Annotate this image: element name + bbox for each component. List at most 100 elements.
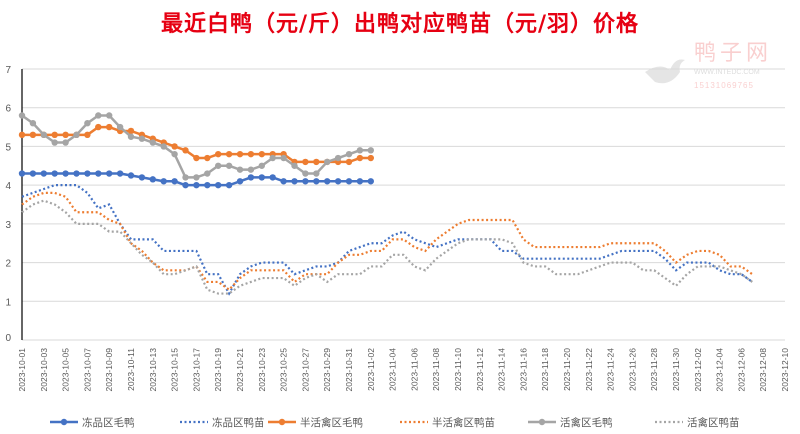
legend-label: 半活禽区毛鸭 [300, 416, 363, 429]
data-point [84, 131, 91, 139]
data-point [138, 174, 146, 181]
data-point [62, 139, 69, 146]
data-point [247, 166, 255, 173]
chart-title: 最近白鸭（元/斤）出鸭对应鸭苗（元/羽）价格 [160, 12, 640, 37]
data-point [334, 178, 342, 185]
series-5 [21, 199, 753, 295]
y-tick-label: 1 [5, 297, 11, 308]
data-point [138, 135, 146, 142]
data-point [258, 162, 265, 169]
duck-logo-icon [645, 59, 685, 84]
data-point [84, 170, 91, 177]
legend-item: 活禽区鸭苗 [655, 416, 740, 429]
data-point [247, 150, 255, 158]
data-point [40, 131, 47, 139]
data-point [18, 170, 26, 177]
data-point [149, 139, 156, 146]
data-point [236, 150, 244, 158]
series-4 [18, 112, 374, 181]
data-point [215, 181, 222, 189]
x-tick-label: 2023-10-05 [61, 348, 71, 392]
data-point [269, 174, 276, 181]
data-point [182, 181, 189, 189]
data-point [247, 174, 255, 181]
data-point [95, 123, 102, 131]
data-point [171, 143, 178, 150]
data-point [367, 147, 374, 154]
data-point [51, 170, 58, 177]
x-tick-label: 2023-11-16 [518, 348, 528, 391]
legend-item: 活禽区毛鸭 [528, 416, 613, 429]
x-tick-label: 2023-11-06 [409, 348, 419, 391]
x-tick-label: 2023-10-23 [257, 348, 267, 392]
watermark-name: 鸭子网 [694, 41, 773, 66]
x-tick-label: 2023-10-27 [300, 348, 310, 392]
x-tick-label: 2023-10-07 [82, 348, 92, 392]
x-tick-label: 2023-11-08 [431, 348, 441, 391]
data-point [18, 131, 26, 139]
data-point [302, 158, 309, 166]
data-point [269, 154, 276, 162]
data-point [193, 181, 200, 189]
data-point [291, 162, 298, 169]
data-point [127, 133, 135, 140]
data-point [345, 178, 353, 185]
data-point [182, 174, 189, 181]
y-tick-label: 2 [5, 259, 11, 270]
x-tick-label: 2023-10-11 [126, 348, 136, 391]
data-point [182, 147, 189, 154]
data-point [127, 127, 135, 135]
y-tick-label: 5 [5, 142, 11, 153]
data-point [324, 158, 331, 166]
legend-label: 活禽区毛鸭 [560, 416, 613, 429]
data-point [236, 178, 244, 185]
data-point [95, 112, 102, 119]
data-point [116, 170, 124, 177]
series-line [21, 199, 753, 295]
data-point [204, 170, 211, 177]
data-point [116, 123, 124, 131]
x-tick-label: 2023-10-21 [235, 348, 245, 392]
series-3 [21, 191, 753, 292]
x-tick-label: 2023-11-14 [497, 348, 507, 391]
x-tick-label: 2023-10-25 [279, 348, 289, 392]
y-tick-label: 3 [5, 220, 11, 231]
x-tick-label: 2023-12-02 [693, 348, 703, 392]
x-tick-label: 2023-11-20 [562, 348, 572, 391]
x-tick-label: 2023-11-10 [453, 348, 463, 391]
x-tick-label: 2023-10-31 [344, 348, 354, 392]
x-tick-label: 2023-12-04 [715, 348, 725, 392]
data-point [225, 150, 233, 158]
data-point [171, 178, 178, 185]
series-0 [18, 170, 374, 189]
data-point [18, 112, 26, 119]
x-tick-label: 2023-11-12 [475, 348, 485, 391]
data-point [160, 143, 167, 150]
data-point [367, 178, 374, 185]
data-point [193, 174, 200, 181]
x-tick-label: 2023-11-28 [649, 348, 659, 391]
x-tick-label: 2023-10-29 [322, 348, 332, 392]
x-tick-label: 2023-11-22 [584, 348, 594, 391]
data-point [84, 120, 91, 127]
data-point [62, 170, 69, 177]
data-point [302, 170, 309, 177]
data-point [29, 120, 37, 127]
data-point [324, 178, 331, 185]
x-tick-label: 2023-10-13 [148, 348, 158, 392]
data-point [258, 174, 265, 181]
legend-item: 冻品区毛鸭 [50, 416, 135, 429]
data-point [95, 170, 102, 177]
y-tick-label: 0 [5, 333, 11, 344]
data-point [291, 178, 298, 185]
data-point [313, 170, 320, 177]
data-point [193, 154, 200, 162]
series-line [21, 191, 753, 292]
x-tick-label: 2023-10-19 [213, 348, 223, 392]
x-tick-label: 2023-11-18 [540, 348, 550, 391]
data-point [236, 166, 244, 173]
x-tick-label: 2023-10-01 [17, 348, 27, 392]
data-point [302, 178, 309, 185]
x-tick-label: 2023-10-17 [191, 348, 201, 392]
